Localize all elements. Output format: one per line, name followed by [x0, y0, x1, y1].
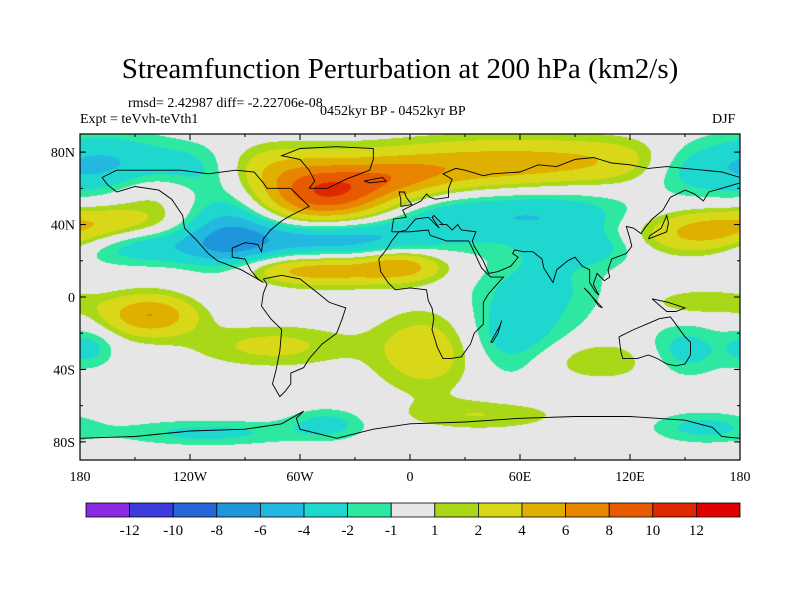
coastline-path	[261, 274, 347, 398]
coastlines	[79, 146, 741, 439]
colorbar-label: -10	[163, 523, 183, 539]
colorbar-swatch	[259, 502, 305, 518]
colorbar-swatch	[390, 502, 436, 518]
coastline-path	[280, 146, 374, 189]
colorbar-label: 8	[605, 523, 613, 539]
chart-title: Streamfunction Perturbation at 200 hPa (…	[121, 53, 679, 85]
y-tick-label: 80S	[53, 436, 75, 451]
coastline-path	[378, 229, 505, 360]
colorbar-swatch	[521, 502, 566, 518]
streamfunction-field	[80, 134, 740, 460]
colorbar-label: -4	[298, 523, 311, 539]
y-tick-label: 40N	[51, 219, 75, 234]
colorbar-swatch	[477, 502, 523, 518]
y-tick-label: 80N	[51, 146, 75, 161]
colorbar-label: -8	[211, 523, 224, 539]
colorbar-swatch	[434, 502, 479, 518]
colorbar-label: -1	[385, 523, 398, 539]
x-tick-label: 0	[407, 470, 414, 485]
y-tick-label: 40S	[53, 363, 75, 378]
colorbar-swatch	[652, 502, 697, 518]
y-tick-label: 0	[68, 291, 75, 306]
period-label: 0452kyr BP - 0452kyr BP	[320, 104, 466, 119]
colorbar-label: 10	[645, 523, 660, 539]
colorbar-swatch	[696, 502, 741, 518]
stats-line: rmsd= 2.42987 diff= -2.22706e-08	[128, 96, 323, 111]
colorbar-swatch	[347, 502, 392, 518]
x-tick-label: 180	[70, 470, 91, 485]
colorbar-swatch	[303, 502, 348, 518]
colorbar-swatch	[85, 502, 130, 518]
coastline-path	[398, 191, 413, 207]
x-tick-label: 120W	[173, 470, 208, 485]
coastline-path	[364, 177, 388, 184]
colorbar-label: 4	[518, 523, 526, 539]
colorbar-label: -6	[254, 523, 267, 539]
colorbar-swatch	[565, 502, 610, 518]
colorbar-swatch	[216, 502, 261, 518]
colorbar-label: -2	[341, 523, 354, 539]
coastline-path	[651, 298, 687, 312]
colorbar-label: 1	[431, 523, 439, 539]
experiment-label: Expt = teVvh-teVth1	[80, 112, 199, 127]
coastline-path	[101, 169, 310, 283]
coastline-path	[618, 316, 691, 367]
x-tick-label: 60W	[286, 470, 314, 485]
colorbar-label: 12	[689, 523, 704, 539]
coastline-path	[79, 410, 741, 439]
colorbar-swatch	[608, 502, 654, 518]
x-tick-label: 120E	[615, 470, 645, 485]
coastline-path	[490, 320, 503, 343]
coastline-path	[391, 157, 741, 296]
coastline-path	[583, 287, 603, 309]
x-tick-label: 180	[730, 470, 751, 485]
colorbar-swatch	[129, 502, 174, 518]
colorbar-swatch	[172, 502, 218, 518]
x-tick-label: 60E	[509, 470, 532, 485]
coastline-path	[647, 214, 669, 240]
colorbar-label: 6	[562, 523, 570, 539]
season-label: DJF	[712, 112, 736, 127]
colorbar-label: -12	[120, 523, 140, 539]
colorbar-label: 2	[475, 523, 483, 539]
